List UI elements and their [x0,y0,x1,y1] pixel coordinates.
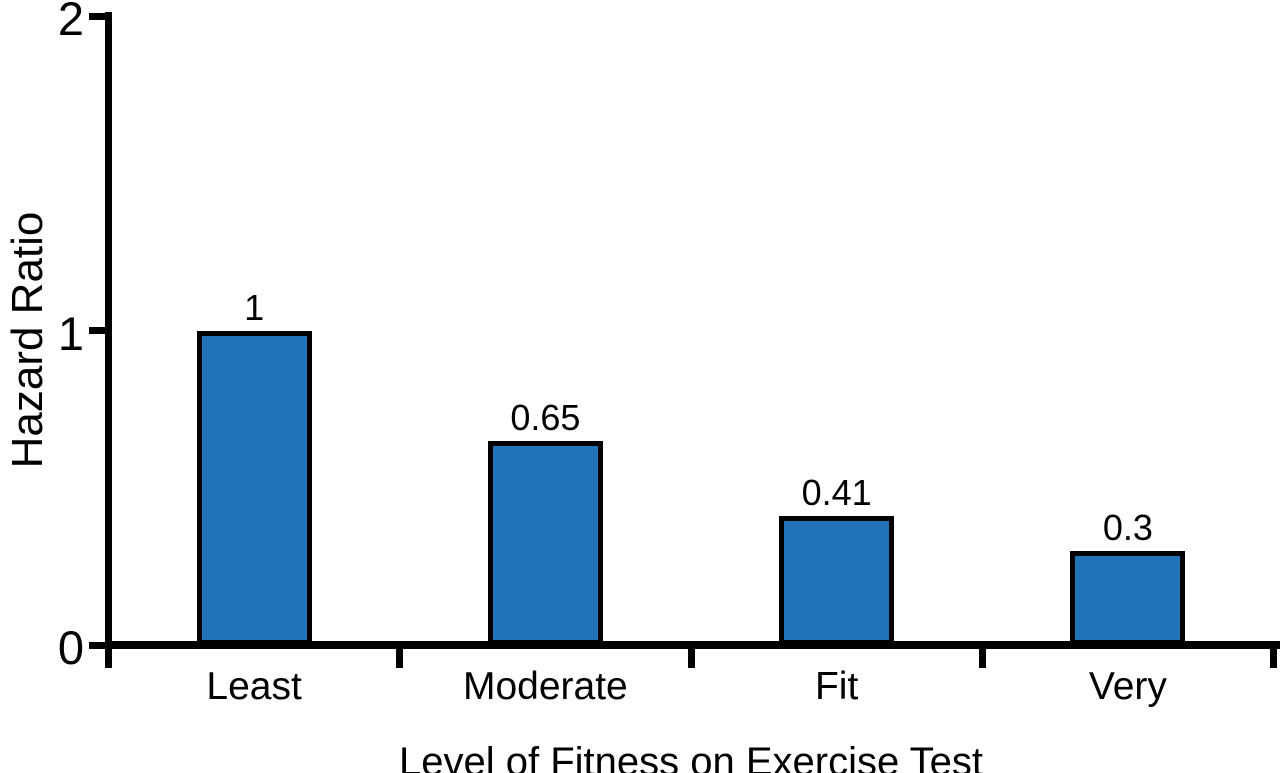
x-axis-tick [105,645,112,668]
x-axis-tick [687,645,695,668]
y-tick-label: 1 [57,306,84,360]
bar-moderate [487,440,603,645]
x-axis-title: Level of Fitness on Exercise Test [399,740,983,773]
x-tick-label: Very [1088,665,1167,708]
y-tick-label: 0 [57,621,84,674]
x-tick-label: Least [206,665,302,708]
bar-value-label: 1 [244,286,265,328]
y-axis-tick [89,327,105,334]
bar-value-label: 0.65 [510,396,581,438]
y-axis-tick [89,641,105,649]
bar-least [196,330,312,645]
bar-very [1070,550,1186,645]
x-axis-tick [396,645,404,668]
bar-value-label: 0.3 [1102,506,1153,548]
bar-fit [779,516,895,645]
bar-value-label: 0.41 [801,472,872,514]
y-tick-label: 2 [57,0,84,45]
x-axis-tick [1270,645,1277,668]
x-tick-label: Fit [814,665,859,708]
y-axis-line [105,12,112,649]
x-axis-tick [978,645,986,668]
y-axis-tick [89,12,105,20]
x-tick-label: Moderate [462,665,628,708]
